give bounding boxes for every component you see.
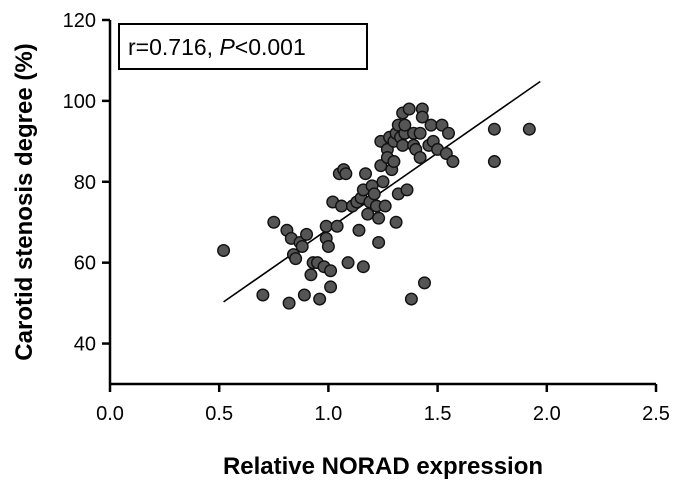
- data-point: [313, 292, 327, 306]
- y-axis-title: Carotid stenosis degree (%): [11, 43, 38, 360]
- x-tick-label: 1.0: [314, 403, 342, 425]
- data-point: [413, 126, 427, 140]
- data-point: [319, 219, 333, 233]
- y-tick-label: 40: [74, 334, 96, 356]
- data-point: [282, 296, 296, 310]
- annotation-p-symbol: P: [219, 34, 235, 60]
- data-point: [522, 122, 536, 136]
- data-point: [324, 280, 338, 294]
- data-point: [300, 227, 314, 241]
- x-tick-label: 1.5: [424, 403, 452, 425]
- data-point: [256, 288, 270, 302]
- x-tick-label: 2.0: [533, 403, 561, 425]
- annotation-suffix: <0.001: [235, 34, 306, 60]
- data-point: [297, 288, 311, 302]
- y-tick-label: 120: [63, 10, 96, 32]
- data-points: [217, 102, 536, 310]
- correlation-annotation: r=0.716, P<0.001: [118, 23, 368, 70]
- data-point: [321, 239, 335, 253]
- y-tick-label: 100: [63, 91, 96, 113]
- data-point: [400, 183, 414, 197]
- data-point: [372, 235, 386, 249]
- data-point: [267, 215, 281, 229]
- data-point: [415, 110, 429, 124]
- x-tick-label: 0.5: [205, 403, 233, 425]
- data-point: [341, 256, 355, 270]
- annotation-text: r=0.716, P<0.001: [128, 34, 306, 60]
- data-point: [376, 175, 390, 189]
- data-point: [417, 276, 431, 290]
- data-point: [304, 268, 318, 282]
- y-tick-label: 80: [74, 172, 96, 194]
- data-point: [289, 252, 303, 266]
- data-point: [352, 223, 366, 237]
- annotation-box: [118, 23, 368, 70]
- data-point: [389, 215, 403, 229]
- x-axis-title: Relative NORAD expression: [223, 453, 543, 480]
- data-point: [359, 167, 373, 181]
- data-point: [398, 118, 412, 132]
- y-axis-ticks: 40 60 80 100 120: [63, 10, 110, 356]
- data-point: [404, 292, 418, 306]
- data-point: [295, 239, 309, 253]
- data-point: [330, 219, 344, 233]
- x-axis-ticks: 0.0 0.5 1.0 1.5 2.0 2.5: [96, 384, 670, 425]
- data-point: [356, 260, 370, 274]
- data-point: [487, 122, 501, 136]
- data-point: [372, 211, 386, 225]
- data-point: [324, 264, 338, 278]
- annotation-prefix: r=0.716,: [128, 34, 219, 60]
- data-point: [367, 187, 381, 201]
- data-point: [361, 207, 375, 221]
- x-tick-label: 2.5: [642, 403, 670, 425]
- x-tick-label: 0.0: [96, 403, 124, 425]
- data-point: [413, 151, 427, 165]
- y-tick-label: 60: [74, 253, 96, 275]
- data-point: [446, 155, 460, 169]
- data-point: [402, 102, 416, 116]
- data-point: [335, 199, 349, 213]
- data-point: [217, 244, 231, 258]
- regression-line: [223, 80, 541, 303]
- data-point: [487, 155, 501, 169]
- data-point: [378, 199, 392, 213]
- data-point: [387, 155, 401, 169]
- data-point: [442, 126, 456, 140]
- data-point: [339, 167, 353, 181]
- data-point: [424, 118, 438, 132]
- data-point: [396, 138, 410, 152]
